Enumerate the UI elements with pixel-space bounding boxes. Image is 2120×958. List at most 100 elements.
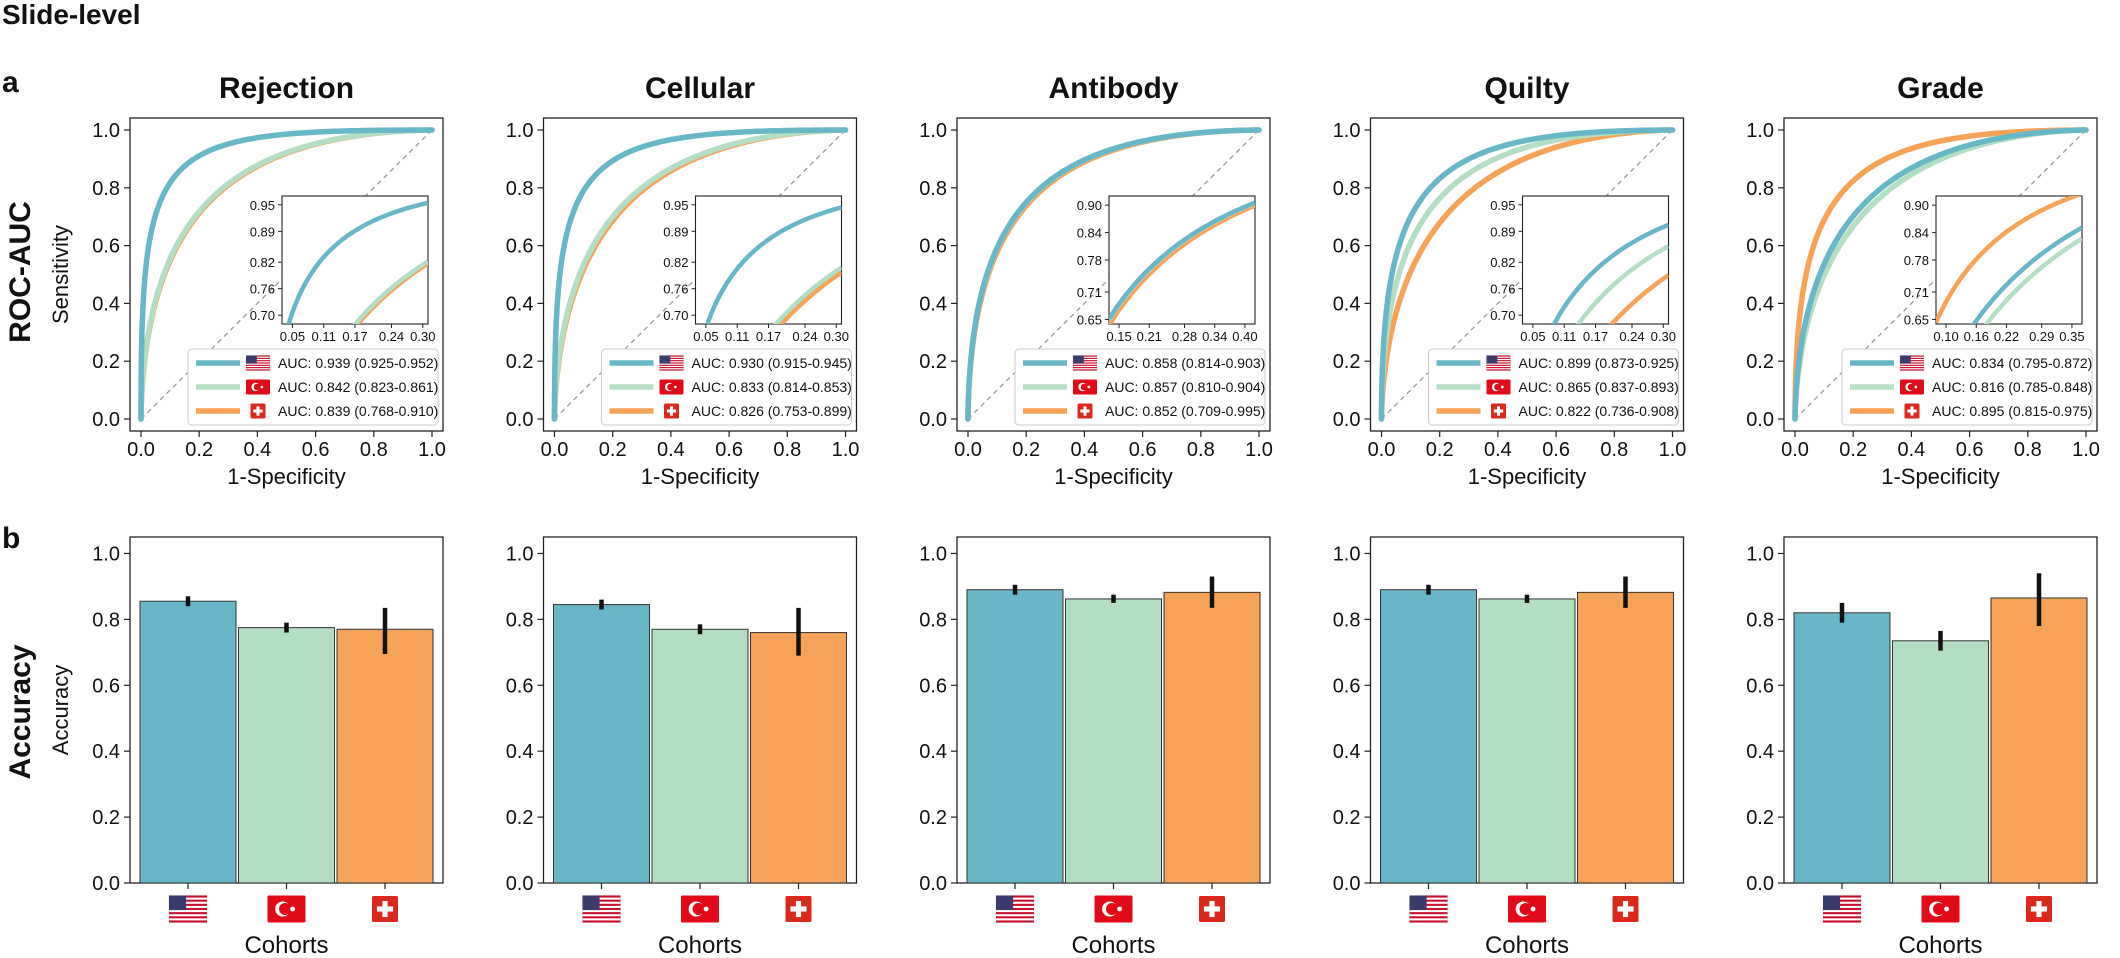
flag-stripe xyxy=(1900,367,1924,369)
y-tick-label: 0.2 xyxy=(1746,807,1774,829)
roc-title: Antibody xyxy=(1049,72,1179,105)
y-tick-label: 0.0 xyxy=(1746,409,1774,431)
y-tick-label: 0.4 xyxy=(919,293,947,315)
roc-curve-turkey xyxy=(138,127,435,422)
y-tick-label: 0.4 xyxy=(506,741,534,763)
flag-star xyxy=(1500,385,1504,389)
bar-turkey xyxy=(1478,598,1576,884)
y-tick-label: 0.6 xyxy=(92,675,120,697)
turkey-flag-icon xyxy=(246,379,270,395)
flag-stripe xyxy=(1073,360,1097,362)
turkey-flag-icon xyxy=(1094,895,1133,923)
x-axis-label: Cohorts xyxy=(1071,932,1155,958)
swiss-flag-icon xyxy=(664,403,679,419)
flag-stripe xyxy=(169,907,207,911)
zoom-inset: 0.05 0.11 0.17 0.24 0.30 0.70 0.76 0.82 0.89 0.95 xyxy=(1490,195,1676,344)
inset-x-tick-label: 0.17 xyxy=(342,329,367,344)
flag-crescent-inner xyxy=(1519,903,1532,915)
us-flag-icon xyxy=(995,895,1035,923)
legend: AUC: 0.834 (0.795-0.872) AUC: 0.816 (0.78… xyxy=(1841,348,2093,426)
inset-y-tick-label: 0.76 xyxy=(1490,282,1515,297)
turkey-flag-icon xyxy=(1921,895,1960,923)
swiss-flag-icon xyxy=(1199,896,1225,922)
roc-title: Rejection xyxy=(219,72,354,105)
flag-canton xyxy=(1409,895,1427,911)
bar-usa xyxy=(966,589,1064,884)
flag-stripe xyxy=(659,362,684,364)
inset-x-tick-label: 0.24 xyxy=(379,329,404,344)
flag-canton xyxy=(1486,355,1498,364)
roc-panel-rejection: Rejection 0.0 0.2 0.4 0.6 0.8 1.0 0.0 0.2 0.4 0.6 0… xyxy=(48,72,446,489)
x-tick-label: 0.8 xyxy=(1600,439,1628,461)
inset-x-tick-label: 0.11 xyxy=(725,329,749,344)
x-axis-label: 1-Specificity xyxy=(1054,464,1173,489)
inset-x-tick-label: 0.05 xyxy=(280,329,305,344)
inset-curves xyxy=(1551,222,1669,324)
roc-title: Cellular xyxy=(645,72,755,105)
flag-stripe xyxy=(1823,899,1861,902)
y-tick-label: 0.2 xyxy=(92,351,120,373)
inset-x-tick-label: 0.24 xyxy=(792,329,817,344)
y-tick-label: 0.8 xyxy=(1746,609,1774,631)
x-tick-label: 0.6 xyxy=(715,439,743,461)
bar-swiss xyxy=(750,632,847,884)
plot-frame xyxy=(1369,117,1685,432)
flag-cross-h xyxy=(1907,409,1917,413)
flag-stripe xyxy=(996,903,1034,906)
us-flag-icon xyxy=(1899,355,1925,371)
x-tick-label: 0.0 xyxy=(954,439,982,461)
y-tick-label: 0.2 xyxy=(919,807,947,829)
y-axis-label: Sensitivity xyxy=(48,225,73,324)
flag-crescent-inner xyxy=(1907,383,1915,391)
legend-entry: AUC: 0.826 (0.753-0.899) xyxy=(692,403,852,419)
plot-frame xyxy=(542,117,858,432)
inset-curve-swiss xyxy=(1608,273,1669,324)
y-tick-label: 0.2 xyxy=(92,807,120,829)
inset-curve-swiss xyxy=(778,270,842,324)
legend-entry: AUC: 0.834 (0.795-0.872) xyxy=(1932,355,2092,371)
flag-canton xyxy=(582,895,600,911)
inset-y-tick-label: 0.65 xyxy=(1077,312,1102,327)
inset-y-tick-label: 0.78 xyxy=(1904,253,1929,268)
y-tick-label: 0.4 xyxy=(92,741,120,763)
bar-swiss xyxy=(1990,597,2088,884)
bar-usa xyxy=(1380,589,1477,884)
flag-stripe xyxy=(996,899,1034,902)
inset-curves xyxy=(1109,200,1255,324)
x-axis-label: Cohorts xyxy=(1898,932,1982,958)
accuracy-panel-grade: 0.0 0.2 0.4 0.6 0.8 1.0 Cohorts xyxy=(1746,536,2098,958)
x-tick-label: 0.2 xyxy=(1012,439,1040,461)
flag-stripe xyxy=(1900,362,1924,364)
inset-y-tick-label: 0.71 xyxy=(1904,285,1929,300)
panel-a-label: a xyxy=(2,66,19,99)
flag-crescent-inner xyxy=(692,903,705,915)
y-tick-label: 0.0 xyxy=(1746,873,1774,895)
turkey-flag-icon xyxy=(1486,379,1511,395)
x-tick-label: 0.0 xyxy=(1368,439,1396,461)
inset-x-tick-label: 0.15 xyxy=(1106,329,1131,344)
flag-stripe xyxy=(1486,360,1511,362)
flag-crescent-inner xyxy=(1933,903,1945,915)
inset-y-tick-label: 0.76 xyxy=(663,282,688,297)
x-axis-label: Cohorts xyxy=(244,932,328,958)
row-b-label: Accuracy xyxy=(4,644,37,779)
legend-entry: AUC: 0.839 (0.768-0.910) xyxy=(278,403,438,419)
swiss-flag-icon xyxy=(1904,403,1920,419)
flag-stripe xyxy=(169,920,207,923)
inset-y-tick-label: 0.70 xyxy=(1490,308,1515,323)
swiss-flag-icon xyxy=(2026,896,2052,922)
us-flag-icon xyxy=(1486,355,1511,371)
flag-cross-h xyxy=(253,409,263,413)
y-tick-label: 0.2 xyxy=(1333,351,1361,373)
inset-curve-usa xyxy=(1971,225,2082,324)
accuracy-panel-rejection: 0.0 0.2 0.4 0.6 0.8 1.0 Accuracy Cohorts xyxy=(48,536,444,958)
x-axis-label: 1-Specificity xyxy=(641,464,760,489)
x-axis-label: 1-Specificity xyxy=(1468,464,1587,489)
bar-usa xyxy=(1793,612,1891,884)
accuracy-panel-antibody: 0.0 0.2 0.4 0.6 0.8 1.0 Cohorts xyxy=(919,536,1271,958)
roc-panel-antibody: Antibody 0.0 0.2 0.4 0.6 0.8 1.0 0.0 0.2 0.4 0.6 0.… xyxy=(919,72,1273,489)
flag-stripe xyxy=(659,369,684,371)
inset-frame xyxy=(281,195,429,325)
flag-star xyxy=(1914,385,1918,389)
